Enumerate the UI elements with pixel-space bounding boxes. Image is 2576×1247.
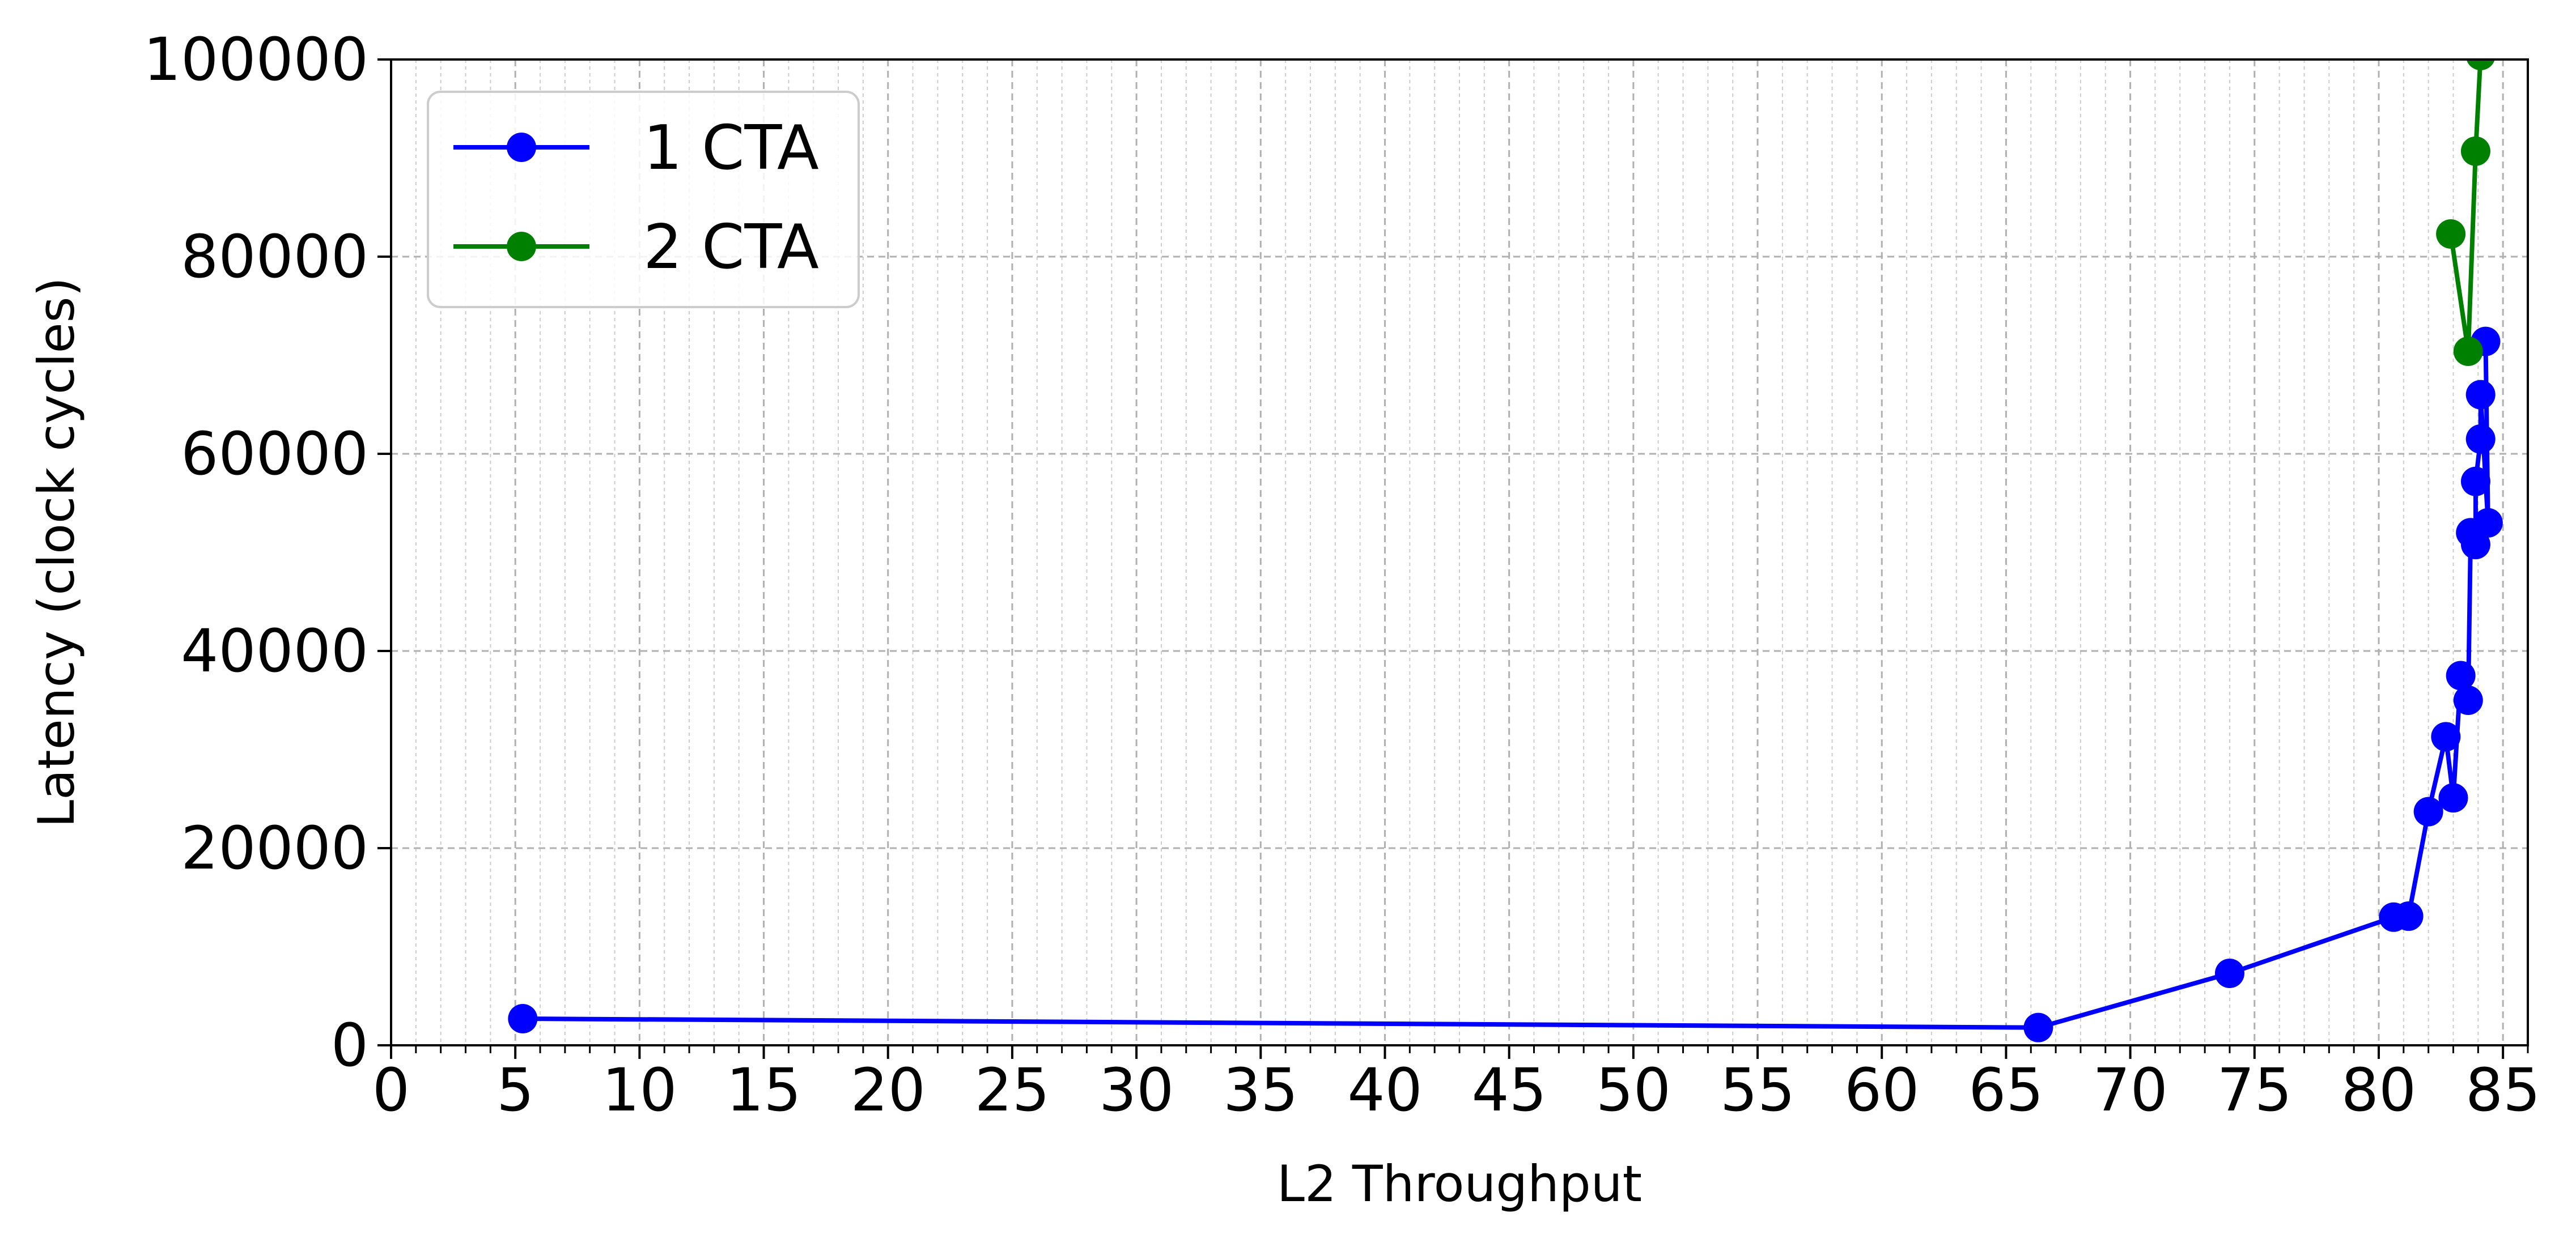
data-point	[2438, 783, 2468, 813]
series-line	[2448, 59, 2483, 354]
x-tick-label: 80	[2341, 1056, 2416, 1125]
x-axis-title: L2 Throughput	[1277, 1155, 1642, 1213]
x-tick-label: 25	[975, 1056, 1050, 1125]
y-tick-label: 80000	[181, 222, 368, 291]
x-tick-label: 65	[1968, 1056, 2043, 1125]
legend: 1 CTA 2 CTA	[427, 91, 860, 308]
legend-marker	[507, 232, 536, 261]
x-tick-label: 60	[1844, 1056, 1919, 1125]
y-tick-label: 20000	[181, 814, 368, 883]
series-1	[508, 326, 2503, 1042]
y-tick-label: 40000	[181, 616, 368, 686]
x-tick-label: 75	[2217, 1056, 2292, 1125]
y-axis-ticks: 0 20000 40000 60000 80000 100000	[143, 25, 391, 1080]
x-tick-label: 50	[1596, 1056, 1671, 1125]
legend-label: 1 CTA	[643, 113, 819, 184]
x-tick-label: 15	[726, 1056, 801, 1125]
data-point	[508, 1004, 538, 1034]
data-point	[2460, 466, 2490, 496]
data-point	[2453, 337, 2483, 367]
data-point	[2214, 958, 2244, 988]
x-tick-label: 0	[372, 1056, 410, 1125]
legend-label: 2 CTA	[643, 212, 819, 283]
x-tick-label: 35	[1223, 1056, 1298, 1125]
legend-marker	[507, 133, 536, 162]
data-point	[2393, 901, 2424, 931]
data-point	[2431, 722, 2461, 752]
data-point	[2453, 686, 2483, 715]
data-point	[2466, 59, 2495, 71]
x-tick-label: 55	[1720, 1056, 1795, 1125]
y-tick-label: 60000	[181, 419, 368, 488]
series-2	[2436, 59, 2495, 367]
x-tick-label: 45	[1472, 1056, 1547, 1125]
data-point	[2413, 797, 2443, 827]
y-tick-label: 0	[331, 1011, 368, 1080]
x-tick-label: 10	[602, 1056, 677, 1125]
data-point	[2436, 219, 2466, 249]
x-tick-label: 30	[1099, 1056, 1174, 1125]
y-axis-title: Latency (clock cycles)	[27, 277, 86, 828]
x-tick-label: 85	[2465, 1056, 2540, 1125]
x-tick-label: 20	[851, 1056, 926, 1125]
x-axis-ticks: 0 5 10 15 20 25 30 35 40 45 50 55 60 65 70 75 80 85	[372, 1045, 2540, 1125]
y-tick-label: 100000	[143, 25, 368, 94]
data-point	[2446, 661, 2476, 691]
x-tick-label: 70	[2093, 1056, 2167, 1125]
data-point	[2465, 380, 2496, 410]
x-tick-label: 40	[1347, 1056, 1422, 1125]
x-tick-label: 5	[496, 1056, 534, 1125]
data-point	[2023, 1012, 2053, 1042]
data-point	[2465, 424, 2496, 454]
data-point	[2460, 530, 2490, 560]
data-point	[2473, 508, 2503, 538]
data-point	[2460, 136, 2490, 166]
series-layer	[508, 59, 2503, 1042]
